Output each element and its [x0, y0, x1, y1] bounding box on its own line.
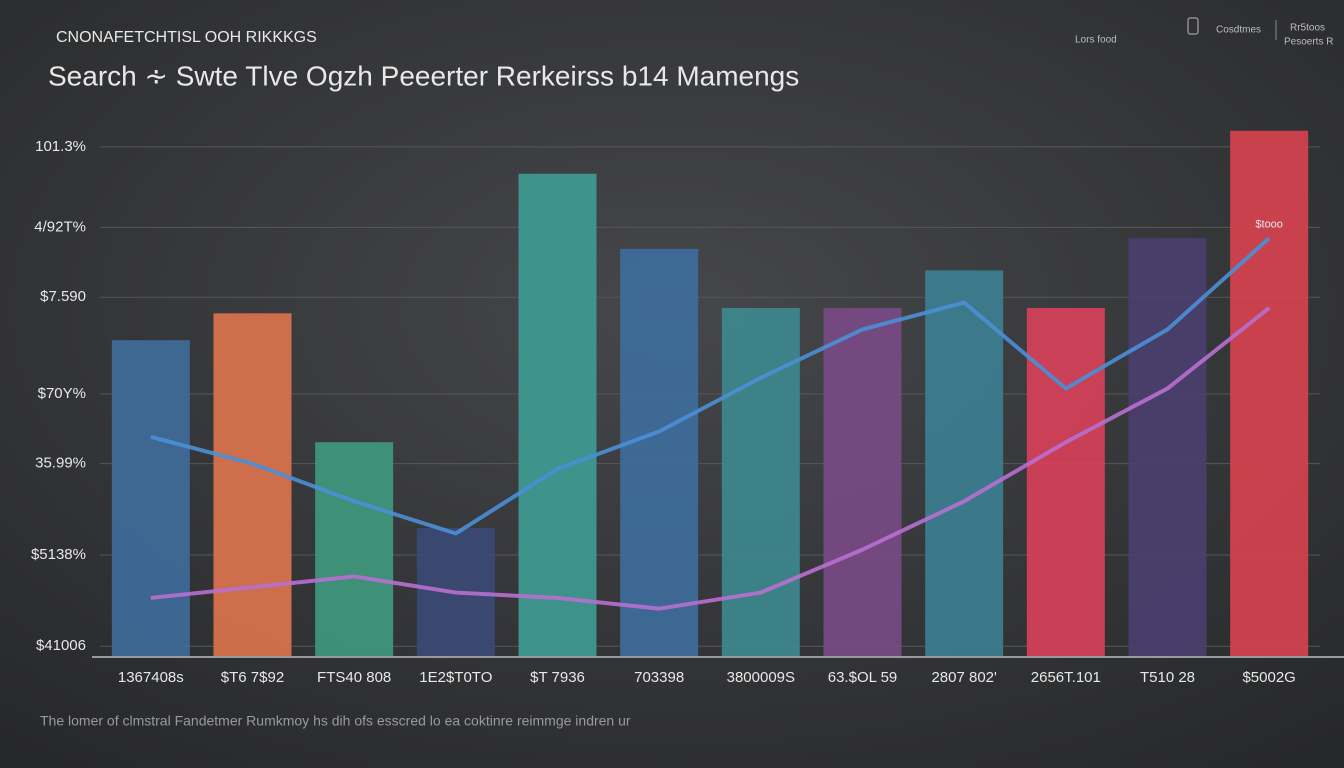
y-tick-label: $7.590	[40, 288, 86, 305]
bar	[925, 270, 1004, 657]
x-tick-label: 703398	[634, 669, 684, 686]
icon	[1187, 17, 1199, 35]
x-tick-label: $T 7936	[530, 669, 585, 686]
kicker: CNONAFETCHTISL OOH RIKKKGS	[56, 29, 317, 46]
x-tick-label: FTS40 808	[317, 669, 391, 686]
bar	[1230, 130, 1309, 658]
bar	[823, 307, 902, 657]
trend-line	[150, 236, 1271, 536]
bar	[213, 313, 292, 657]
bar	[620, 248, 699, 657]
x-tick-label: 2656T.101	[1031, 669, 1101, 686]
header-link[interactable]: Cosdtmes	[1216, 25, 1261, 36]
bar	[721, 307, 800, 657]
y-tick-label: 101.3%	[35, 138, 86, 155]
bar	[1128, 238, 1207, 657]
bar	[1026, 307, 1105, 657]
y-tick-label: $70Y%	[38, 385, 86, 402]
x-tick-label: 1E2$T0TO	[419, 669, 492, 686]
x-tick-label: T510 28	[1140, 669, 1195, 686]
header-link[interactable]: Rr5toos	[1290, 23, 1325, 34]
header-link[interactable]: Lors food	[1075, 35, 1117, 46]
annotation: $tooo	[1255, 219, 1283, 231]
trend-line	[150, 306, 1271, 611]
header-link[interactable]: Pesoerts R	[1284, 37, 1333, 48]
x-tick-label: $T6 7$92	[221, 669, 284, 686]
y-tick-label: 35.99%	[35, 455, 86, 472]
y-tick-label: $41006	[36, 637, 86, 654]
x-tick-label: 1367408s	[118, 669, 184, 686]
bar	[518, 173, 597, 657]
x-tick-label: 3800009S	[727, 669, 795, 686]
x-tick-label: 63.$OL 59	[828, 669, 898, 686]
footnote: The lomer of clmstral Fandetmer Rumkmoy …	[40, 713, 631, 729]
bar	[111, 340, 190, 657]
x-tick-label: 2807 802'	[931, 669, 997, 686]
bar	[315, 442, 394, 657]
x-tick-label: $5002G	[1242, 669, 1295, 686]
y-tick-label: $5138%	[31, 546, 86, 563]
y-tick-label: 4/92T%	[34, 218, 86, 235]
chart-title: Search ∻ Swte Tlve Ogzh Peeerter Rerkeir…	[48, 60, 799, 91]
